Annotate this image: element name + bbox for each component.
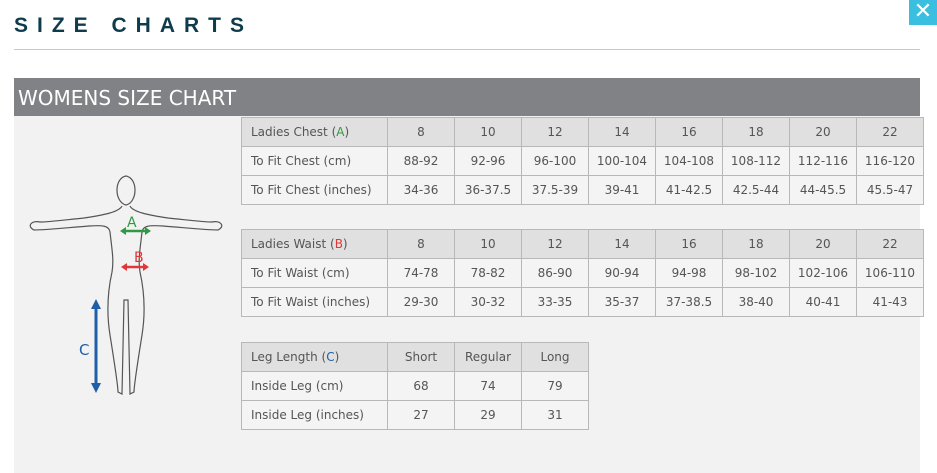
leg-table: Leg Length (C) Short Regular Long Inside L…	[241, 342, 589, 430]
size-cell: 18	[722, 117, 790, 147]
table-header-row: Ladies Chest (A) 8 10 12 14 16 18 20 22	[241, 117, 924, 147]
size-cell: 10	[454, 229, 522, 259]
cell: 37.5-39	[521, 175, 589, 205]
waist-table: Ladies Waist (B) 8 10 12 14 16 18 20 22 To Fit …	[241, 229, 924, 317]
row-label: Inside Leg (inches)	[241, 400, 388, 430]
cell: 27	[387, 400, 455, 430]
size-cell: 12	[521, 117, 589, 147]
cell: 45.5-47	[856, 175, 924, 205]
cell: 98-102	[722, 258, 790, 288]
cell: 37-38.5	[655, 287, 723, 317]
body-outline	[29, 175, 223, 395]
leg-arrow-icon	[91, 299, 101, 393]
table-row: Inside Leg (inches) 27 29 31	[241, 400, 589, 430]
size-cell: 16	[655, 229, 723, 259]
cell: 42.5-44	[722, 175, 790, 205]
cell: 112-116	[789, 146, 857, 176]
waist-header: Ladies Waist (B)	[241, 229, 388, 259]
cell: 68	[387, 371, 455, 401]
cell: 108-112	[722, 146, 790, 176]
cell: 90-94	[588, 258, 656, 288]
table-row: To Fit Chest (inches) 34-36 36-37.5 37.5-3…	[241, 175, 924, 205]
cell: 41-42.5	[655, 175, 723, 205]
cell: 41-43	[856, 287, 924, 317]
size-cell: Long	[521, 342, 589, 372]
close-icon[interactable]: ✕	[909, 0, 937, 25]
waist-arrow-icon	[121, 263, 149, 271]
size-cell: 14	[588, 117, 656, 147]
cell: 39-41	[588, 175, 656, 205]
cell: 102-106	[789, 258, 857, 288]
cell: 44-45.5	[789, 175, 857, 205]
table-header-row: Ladies Waist (B) 8 10 12 14 16 18 20 22	[241, 229, 924, 259]
cell: 30-32	[454, 287, 522, 317]
page-title: SIZE CHARTS	[14, 14, 254, 37]
chest-header: Ladies Chest (A)	[241, 117, 388, 147]
size-cell: 14	[588, 229, 656, 259]
row-label: To Fit Chest (cm)	[241, 146, 388, 176]
size-cell: Regular	[454, 342, 522, 372]
cell: 31	[521, 400, 589, 430]
cell: 78-82	[454, 258, 522, 288]
cell: 100-104	[588, 146, 656, 176]
table-row: To Fit Waist (inches) 29-30 30-32 33-35 35-…	[241, 287, 924, 317]
size-cell: 20	[789, 229, 857, 259]
cell: 116-120	[856, 146, 924, 176]
chest-arrow-icon	[120, 227, 151, 235]
row-label: To Fit Chest (inches)	[241, 175, 388, 205]
cell: 40-41	[789, 287, 857, 317]
row-label: Inside Leg (cm)	[241, 371, 388, 401]
size-cell: 22	[856, 229, 924, 259]
row-label: To Fit Waist (inches)	[241, 287, 388, 317]
cell: 74-78	[387, 258, 455, 288]
cell: 36-37.5	[454, 175, 522, 205]
panel-title: WOMENS SIZE CHART	[14, 78, 920, 116]
size-cell: 12	[521, 229, 589, 259]
body-measurement-diagram: A B C	[29, 175, 223, 395]
size-cell: Short	[387, 342, 455, 372]
cell: 35-37	[588, 287, 656, 317]
cell: 96-100	[521, 146, 589, 176]
cell: 34-36	[387, 175, 455, 205]
cell: 92-96	[454, 146, 522, 176]
cell: 33-35	[521, 287, 589, 317]
size-cell: 20	[789, 117, 857, 147]
cell: 38-40	[722, 287, 790, 317]
leg-header: Leg Length (C)	[241, 342, 388, 372]
table-row: Inside Leg (cm) 68 74 79	[241, 371, 589, 401]
size-cell: 16	[655, 117, 723, 147]
cell: 94-98	[655, 258, 723, 288]
size-cell: 18	[722, 229, 790, 259]
size-cell: 10	[454, 117, 522, 147]
table-header-row: Leg Length (C) Short Regular Long	[241, 342, 589, 372]
size-cell: 8	[387, 117, 455, 147]
cell: 74	[454, 371, 522, 401]
cell: 88-92	[387, 146, 455, 176]
cell: 29	[454, 400, 522, 430]
table-row: To Fit Waist (cm) 74-78 78-82 86-90 90-94 94…	[241, 258, 924, 288]
divider	[14, 49, 920, 50]
cell: 106-110	[856, 258, 924, 288]
label-c: C	[79, 341, 89, 359]
table-row: To Fit Chest (cm) 88-92 92-96 96-100 100-10…	[241, 146, 924, 176]
label-a: A	[127, 215, 137, 231]
cell: 79	[521, 371, 589, 401]
cell: 86-90	[521, 258, 589, 288]
chest-table: Ladies Chest (A) 8 10 12 14 16 18 20 22 To Fit …	[241, 117, 924, 205]
cell: 104-108	[655, 146, 723, 176]
size-cell: 22	[856, 117, 924, 147]
size-cell: 8	[387, 229, 455, 259]
cell: 29-30	[387, 287, 455, 317]
row-label: To Fit Waist (cm)	[241, 258, 388, 288]
label-b: B	[134, 250, 144, 266]
